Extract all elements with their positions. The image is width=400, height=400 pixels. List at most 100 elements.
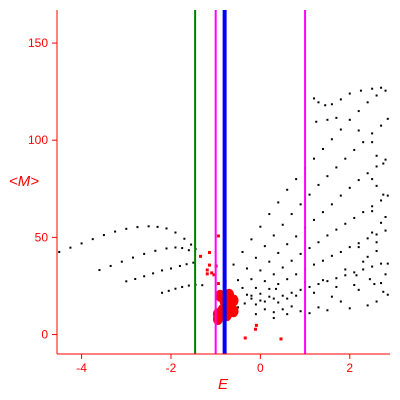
data-point <box>263 300 266 303</box>
data-point <box>330 254 333 257</box>
data-point <box>183 237 186 240</box>
data-point <box>339 194 342 197</box>
data-point <box>241 250 244 253</box>
data-point <box>69 246 72 249</box>
data-point <box>161 291 164 294</box>
data-point <box>375 165 378 168</box>
data-point <box>321 279 324 282</box>
data-point <box>375 233 378 236</box>
data-point <box>339 250 342 253</box>
axes: -4 -2 0 2 0 50 100 150 E <M> <box>9 10 390 393</box>
data-point <box>237 279 240 282</box>
data-point <box>386 262 389 265</box>
data-point <box>277 251 280 254</box>
data-point <box>317 101 320 104</box>
data-point <box>281 294 284 297</box>
data-point <box>250 238 253 241</box>
data-point <box>192 261 195 264</box>
data-point <box>254 286 257 289</box>
data-point <box>143 275 146 278</box>
data-point <box>366 237 369 240</box>
data-point <box>174 231 177 234</box>
x-tick-label: 0 <box>257 361 264 375</box>
data-point <box>165 247 168 250</box>
data-point <box>254 327 258 331</box>
data-point <box>205 272 209 276</box>
data-point <box>366 172 369 175</box>
x-ticks: -4 -2 0 2 <box>76 354 353 375</box>
data-point <box>178 264 181 267</box>
data-point <box>335 285 338 288</box>
data-point <box>330 295 333 298</box>
data-point <box>335 166 338 169</box>
data-point <box>344 222 347 225</box>
data-points <box>58 86 389 341</box>
data-point <box>114 230 117 233</box>
data-point <box>355 274 358 277</box>
data-point <box>185 263 188 266</box>
data-point <box>169 267 172 270</box>
x-axis-title: E <box>218 376 229 393</box>
data-point <box>353 271 356 274</box>
data-point <box>375 249 378 252</box>
data-point <box>154 249 157 252</box>
data-point <box>167 289 170 292</box>
data-point <box>353 284 356 287</box>
data-point <box>250 278 253 281</box>
data-point <box>174 246 177 249</box>
data-point <box>228 294 239 307</box>
data-point <box>375 300 378 303</box>
data-point <box>216 282 220 286</box>
data-point <box>120 260 123 263</box>
data-point <box>207 263 211 267</box>
data-point <box>165 227 168 230</box>
data-point <box>313 157 316 160</box>
data-point <box>286 188 289 191</box>
data-point <box>353 148 356 151</box>
data-point <box>205 268 209 272</box>
data-point <box>58 250 61 253</box>
data-point <box>295 273 298 276</box>
data-point <box>382 290 385 293</box>
data-point <box>348 92 351 95</box>
data-point <box>380 199 383 202</box>
data-point <box>382 193 385 196</box>
data-point <box>275 287 278 290</box>
data-point <box>348 307 351 310</box>
data-point <box>326 234 329 237</box>
data-point <box>281 308 284 311</box>
data-point <box>375 241 378 244</box>
data-point <box>254 256 257 259</box>
data-point <box>348 118 351 121</box>
data-point <box>357 129 360 132</box>
data-point <box>384 215 387 218</box>
data-point <box>125 280 128 283</box>
y-tick-label: 100 <box>28 133 48 147</box>
data-point <box>272 317 275 320</box>
data-point <box>272 234 275 237</box>
data-point <box>317 241 320 244</box>
data-point <box>295 178 298 181</box>
data-point <box>313 291 316 294</box>
data-point <box>143 252 146 255</box>
data-point <box>295 235 298 238</box>
data-point <box>228 305 239 318</box>
data-point <box>380 86 383 89</box>
data-point <box>375 154 378 157</box>
data-point <box>308 312 311 315</box>
data-point <box>315 120 318 123</box>
data-point <box>259 269 262 272</box>
data-point <box>279 337 283 341</box>
y-tick-label: 0 <box>41 328 48 342</box>
data-point <box>268 260 271 263</box>
data-point <box>380 124 383 127</box>
data-point <box>375 94 378 97</box>
data-point <box>277 301 280 304</box>
data-point <box>80 242 83 245</box>
data-point <box>272 311 275 314</box>
data-point <box>373 283 376 286</box>
data-point <box>181 247 184 250</box>
data-point <box>286 297 289 300</box>
data-point <box>368 278 371 281</box>
data-point <box>386 194 389 197</box>
